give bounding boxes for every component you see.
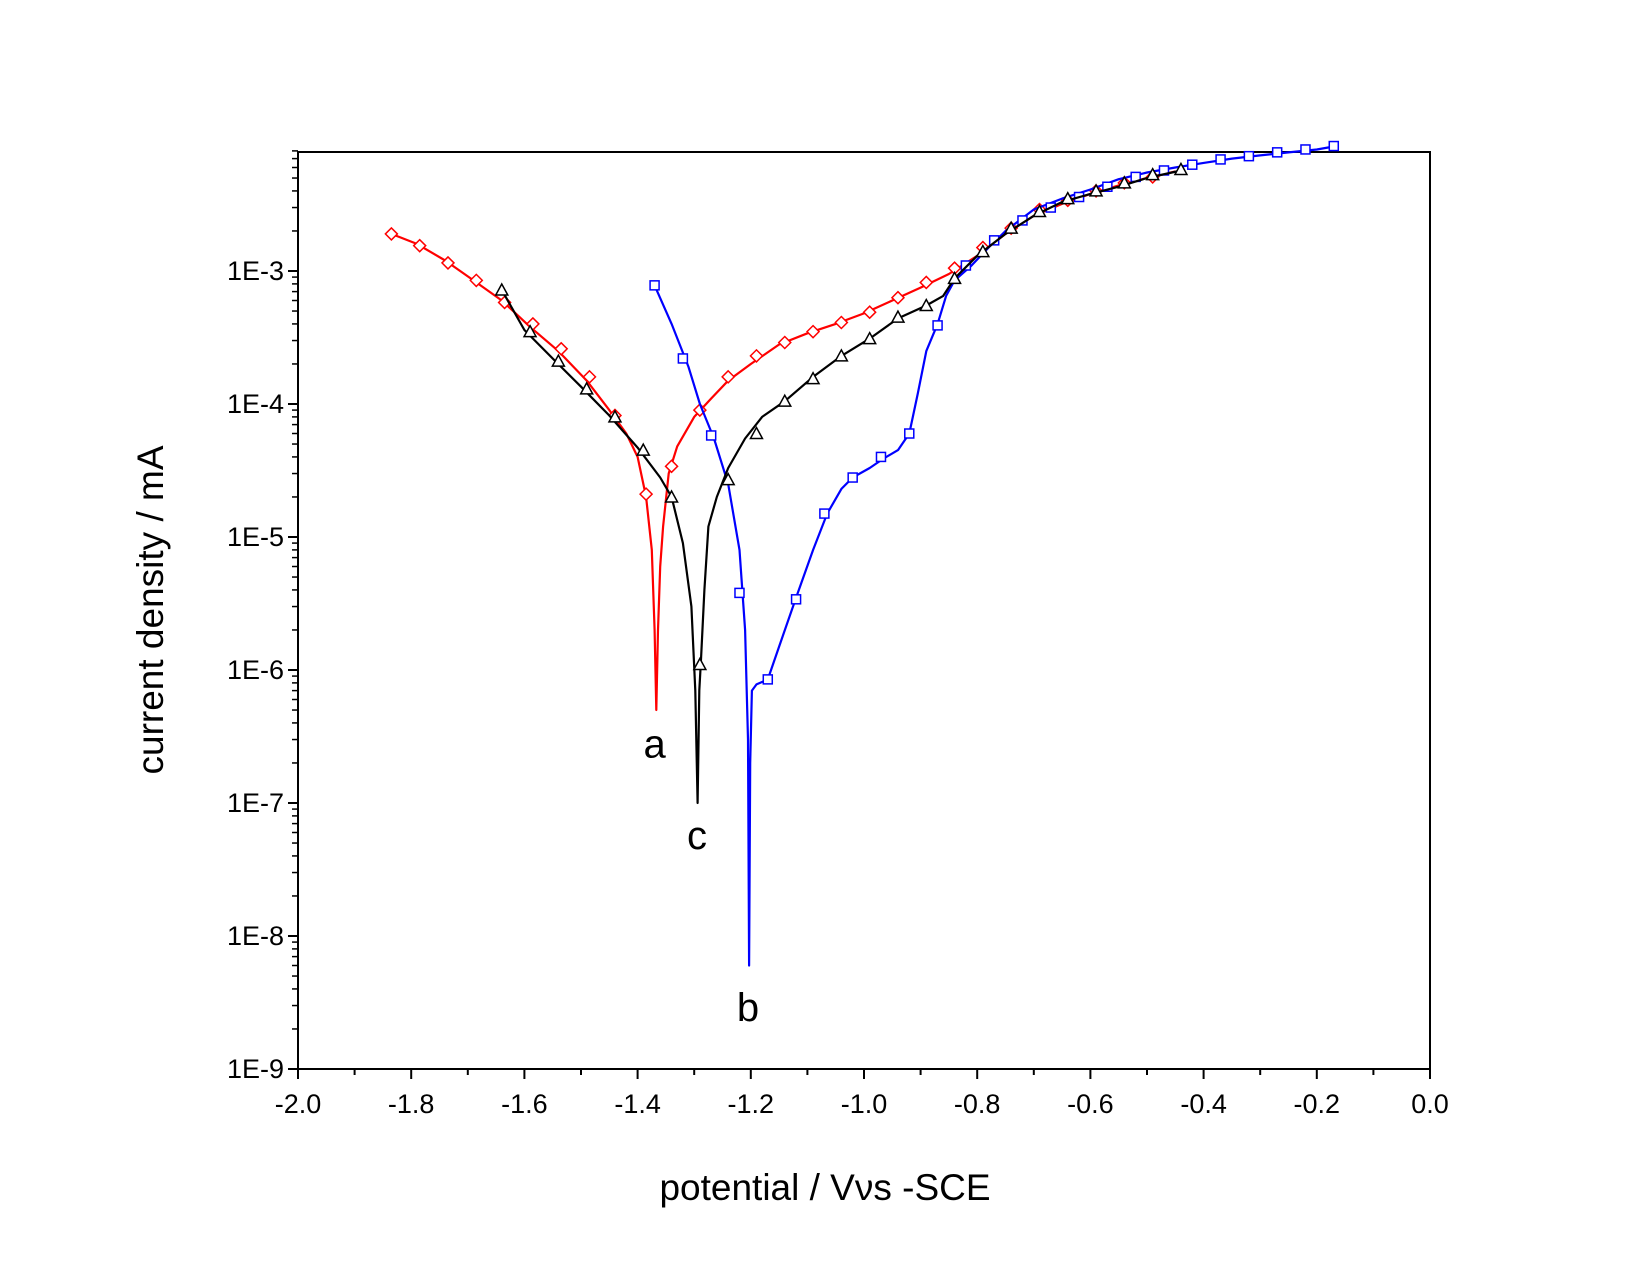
data-point-c xyxy=(1032,203,1047,218)
data-point-a xyxy=(554,341,569,356)
data-point-b xyxy=(1328,140,1340,152)
x-tick-label: -1.4 xyxy=(614,1089,661,1119)
data-point-c xyxy=(720,472,736,486)
data-point-c xyxy=(862,331,877,345)
curve-label-a: a xyxy=(643,722,666,766)
x-tick-label: -1.6 xyxy=(501,1089,548,1119)
x-tick-label: -0.4 xyxy=(1180,1089,1227,1119)
data-point-a xyxy=(890,290,906,305)
data-point-c xyxy=(635,442,651,456)
data-point-a xyxy=(862,305,877,320)
data-point-b xyxy=(762,674,774,685)
x-tick-label: -1.2 xyxy=(728,1089,775,1119)
plot-frame xyxy=(297,151,1431,1070)
x-tick-label: -0.6 xyxy=(1067,1089,1114,1119)
data-point-c xyxy=(1173,161,1189,176)
data-point-b xyxy=(1102,181,1113,192)
data-point-a xyxy=(384,226,399,241)
data-point-c xyxy=(664,489,679,503)
x-tick-label: -0.8 xyxy=(954,1089,1001,1119)
data-point-c xyxy=(777,393,793,407)
data-point-c xyxy=(947,270,962,285)
data-point-c xyxy=(579,381,594,395)
series-line-b xyxy=(653,144,1337,967)
data-point-c xyxy=(1003,220,1019,234)
y-tick-label: 1E-9 xyxy=(227,1054,284,1084)
y-tick-label: 1E-8 xyxy=(227,921,284,951)
data-point-b xyxy=(790,594,802,605)
data-point-b xyxy=(875,451,887,463)
data-point-b xyxy=(904,428,915,439)
y-tick-label: 1E-3 xyxy=(227,256,284,286)
y-tick-label: 1E-7 xyxy=(227,788,284,818)
data-point-b xyxy=(960,260,972,271)
data-point-b xyxy=(677,353,689,364)
data-point-c xyxy=(1145,167,1160,181)
y-axis-title: current density / mA xyxy=(130,445,171,774)
data-point-c xyxy=(607,409,623,423)
data-point-a xyxy=(805,324,821,339)
x-tick-label: -1.0 xyxy=(841,1089,888,1119)
y-tick-label: 1E-5 xyxy=(227,522,284,552)
data-point-c xyxy=(918,297,934,312)
curve-labels: a c b xyxy=(643,722,759,1029)
data-point-b xyxy=(734,587,745,599)
data-point-b xyxy=(1187,159,1198,170)
curve-label-b: b xyxy=(737,986,759,1030)
data-point-b xyxy=(932,320,943,331)
x-axis-title: potential / Vνs -SCE xyxy=(659,1167,990,1208)
data-point-a xyxy=(721,369,736,384)
data-point-a xyxy=(664,459,679,474)
series-layer xyxy=(384,140,1340,967)
data-point-c xyxy=(890,309,906,323)
series-line-a xyxy=(390,170,1176,712)
data-point-b xyxy=(649,280,660,291)
data-point-b xyxy=(1215,154,1226,165)
data-point-a xyxy=(919,275,934,290)
data-point-a xyxy=(582,369,597,384)
data-point-b xyxy=(1271,147,1283,158)
data-point-a xyxy=(639,487,654,502)
x-axis-ticks: -2.0 -1.8 -1.6 -1.4 -1.2 -1.0 -0.8 -0.6 -0.4 -0.2… xyxy=(275,1069,1449,1119)
data-point-c xyxy=(1088,183,1104,197)
data-point-c xyxy=(1060,191,1076,205)
data-point-a xyxy=(440,255,456,270)
data-point-a xyxy=(749,348,764,363)
data-point-c xyxy=(522,324,538,338)
data-point-a xyxy=(469,273,484,288)
x-tick-label: -2.0 xyxy=(275,1089,322,1119)
y-axis-ticks: 1E-9 1E-8 1E-7 1E-6 1E-5 1E-4 1E-3 xyxy=(227,150,298,1084)
data-point-b xyxy=(705,430,717,441)
data-point-c xyxy=(1117,175,1132,189)
x-tick-label: -1.8 xyxy=(388,1089,435,1119)
data-point-c xyxy=(692,656,708,671)
data-point-b xyxy=(1300,144,1311,155)
data-point-a xyxy=(777,335,792,350)
data-point-c xyxy=(805,371,821,385)
data-point-c xyxy=(551,353,566,367)
y-tick-label: 1E-6 xyxy=(227,655,284,685)
data-point-a xyxy=(834,315,849,330)
y-tick-label: 1E-4 xyxy=(227,389,284,419)
data-point-c xyxy=(494,282,510,296)
series-line-c xyxy=(500,169,1182,805)
x-tick-label: -0.2 xyxy=(1294,1089,1341,1119)
data-point-c xyxy=(975,243,991,258)
data-point-b xyxy=(819,508,830,519)
x-tick-label: 0.0 xyxy=(1411,1089,1449,1119)
data-point-c xyxy=(834,348,849,362)
data-point-c xyxy=(749,425,764,440)
data-point-b xyxy=(1243,150,1255,162)
data-point-b xyxy=(847,472,858,483)
curve-label-c: c xyxy=(687,814,707,858)
data-point-a xyxy=(412,238,427,253)
